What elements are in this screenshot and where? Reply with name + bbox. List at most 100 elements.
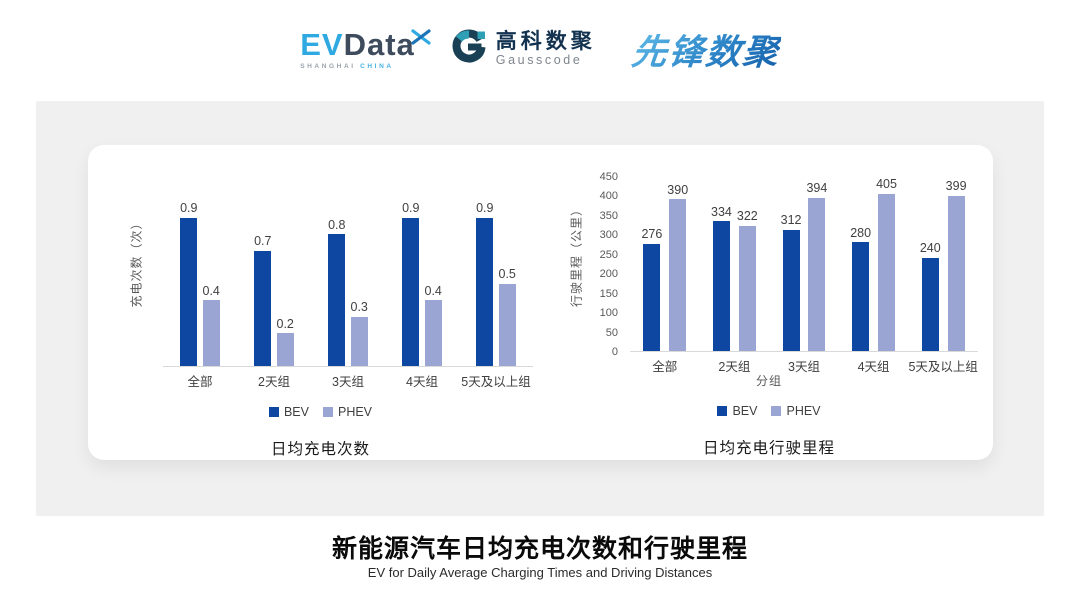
category-label: 3天组	[332, 375, 364, 389]
chart-daily-charging-times: 充电次数（次） 0.9 0.4 0.7 0.2 0.8 0.3 0.9 0.4 0.9 0.5 全部 2…	[108, 157, 533, 459]
bar-wrap: 0.8	[328, 217, 346, 366]
bar-wrap: 0.9	[476, 201, 494, 366]
category-row: 全部 2天组 3天组 4天组 5天及以上组	[108, 367, 533, 389]
x-axis-label-row: 分组	[560, 372, 978, 389]
bar-bev	[402, 217, 420, 366]
category-label: 2天组	[258, 375, 290, 389]
gausscode-logo-text: 高科数聚 Gausscode	[496, 30, 596, 68]
bar-wrap: 0.4	[202, 283, 220, 366]
y-axis-tick: 400	[599, 190, 618, 203]
bar-value-label: 0.9	[180, 201, 198, 215]
bar-phev	[276, 333, 294, 366]
bar-group: 240 399	[908, 157, 978, 351]
charts-card: 充电次数（次） 0.9 0.4 0.7 0.2 0.8 0.3 0.9 0.4 0.9 0.5 全部 2…	[88, 145, 993, 460]
bars-area: 276 390 334 322 312 394 280 405 240 399	[630, 157, 978, 352]
bar-value-label: 0.3	[350, 300, 368, 314]
bar-value-label: 394	[806, 181, 828, 196]
bar-value-label: 280	[850, 225, 872, 240]
bar-wrap: 399	[946, 180, 967, 351]
legend-item-phev: PHEV	[322, 405, 373, 419]
evdata-subtext-china: CHINA	[360, 62, 394, 70]
bar-group: 0.7 0.2	[237, 157, 311, 366]
bar-wrap: 0.9	[402, 201, 420, 366]
bars-area: 0.9 0.4 0.7 0.2 0.8 0.3 0.9 0.4 0.9 0.5	[163, 157, 533, 367]
chart-title: 日均充电行驶里程	[702, 440, 835, 457]
bar-bev	[328, 234, 346, 366]
legend-swatch-bev	[717, 406, 728, 416]
legend: BEV PHEV	[560, 402, 978, 420]
bar-phev	[808, 197, 826, 351]
page-subtitle: EV for Daily Average Charging Times and …	[367, 565, 713, 580]
bar-bev	[254, 250, 272, 366]
bar-value-label: 312	[780, 213, 802, 228]
bar-wrap: 334	[711, 206, 732, 351]
bar-group: 0.9 0.5	[459, 157, 533, 366]
bar-group: 312 394	[769, 157, 839, 351]
bar-wrap: 390	[667, 184, 688, 351]
bar-bev	[782, 229, 800, 351]
evdata-logo-text: EVData	[300, 26, 431, 62]
bar-value-label: 0.4	[424, 283, 442, 298]
bar-wrap: 0.4	[424, 283, 442, 366]
y-axis-tick: 0	[611, 346, 618, 358]
evdata-star-icon	[411, 20, 431, 51]
y-axis-label: 行驶里程（公里）	[569, 202, 584, 307]
bar-wrap: 0.5	[499, 268, 516, 366]
legend: BEV PHEV	[108, 403, 533, 421]
bar-phev	[738, 225, 756, 351]
gausscode-cn-text: 高科数聚	[495, 30, 596, 54]
bar-wrap: 276	[641, 228, 662, 351]
bar-phev	[498, 283, 516, 366]
y-axis: 行驶里程（公里） 450 400 350 300 250 200 150 100 50 0	[560, 157, 630, 358]
evdata-subtext: SHANGHAI CHINA	[300, 63, 393, 70]
bar-phev	[350, 316, 368, 366]
header-logos: EVData SHANGHAI CHINA 高科数聚 Gausscod	[0, 16, 1080, 82]
bar-value-label: 276	[641, 227, 663, 242]
category-label: 全部	[652, 359, 678, 374]
legend-swatch-bev	[268, 407, 279, 417]
category-label: 全部	[187, 375, 213, 389]
legend-item-phev: PHEV	[771, 404, 821, 418]
legend-label-phev: PHEV	[786, 404, 821, 418]
legend-item-bev: BEV	[717, 404, 757, 418]
bar-bev	[476, 217, 494, 366]
y-axis-tick: 100	[599, 307, 618, 320]
y-axis-label: 充电次数（次）	[129, 216, 143, 308]
gausscode-g-icon	[451, 29, 487, 70]
bar-value-label: 334	[711, 204, 732, 219]
category-label: 4天组	[857, 359, 890, 374]
bar-bev	[921, 257, 939, 351]
chart-daily-driving-distance: 行驶里程（公里） 450 400 350 300 250 200 150 100 50 0 276 39…	[560, 157, 978, 458]
bar-group: 0.9 0.4	[163, 157, 237, 366]
bar-wrap: 0.9	[180, 201, 198, 366]
bar-value-label: 0.9	[476, 201, 494, 215]
bar-wrap: 322	[737, 210, 758, 351]
y-axis-tick: 150	[599, 287, 618, 300]
x-axis-label: 分组	[755, 374, 782, 388]
category-row: 全部 2天组 3天组 4天组 5天及以上组	[560, 352, 978, 374]
category-label: 5天及以上组	[461, 375, 531, 389]
bar-phev	[878, 193, 895, 351]
y-axis-tick: 350	[599, 209, 618, 222]
y-axis-tick: 200	[599, 268, 618, 281]
legend-swatch-phev	[322, 407, 333, 417]
bar-value-label: 322	[736, 209, 758, 224]
bar-value-label: 0.4	[202, 283, 220, 298]
bar-value-label: 0.8	[328, 217, 346, 232]
bar-wrap: 0.7	[254, 235, 272, 366]
bar-value-label: 0.5	[498, 267, 516, 281]
evdata-data-text: Data	[343, 26, 415, 62]
plot-area: 充电次数（次） 0.9 0.4 0.7 0.2 0.8 0.3 0.9 0.4 0.9 0.5	[108, 157, 533, 367]
bar-wrap: 240	[920, 242, 941, 351]
bar-group: 0.9 0.4	[385, 157, 459, 366]
bar-bev	[712, 221, 730, 351]
bar-wrap: 280	[850, 227, 871, 351]
y-axis-tick: 50	[605, 326, 618, 339]
y-axis-tick: 300	[599, 229, 618, 242]
bar-group: 280 405	[839, 157, 909, 351]
legend-label-phev: PHEV	[337, 405, 373, 419]
plot-area: 行驶里程（公里） 450 400 350 300 250 200 150 100 50 0 276 39…	[560, 157, 978, 358]
bar-value-label: 0.9	[402, 201, 420, 215]
bar-group: 334 322	[700, 157, 770, 351]
category-label: 4天组	[406, 375, 438, 389]
